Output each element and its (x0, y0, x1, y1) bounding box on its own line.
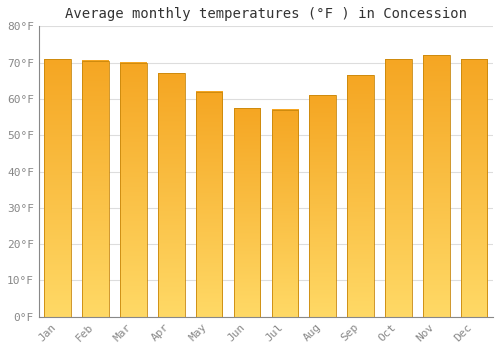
Bar (423, 55, 450, 317)
Bar (348, 75, 374, 317)
Bar (461, 59, 487, 317)
Bar (234, 108, 260, 317)
Bar (120, 63, 146, 317)
Bar (82, 61, 109, 317)
Bar (158, 74, 184, 317)
Bar (385, 59, 411, 317)
Bar (310, 95, 336, 317)
Title: Average monthly temperatures (°F ) in Concession: Average monthly temperatures (°F ) in Co… (65, 7, 467, 21)
Bar (44, 59, 71, 317)
Bar (196, 92, 222, 317)
Bar (272, 110, 298, 317)
